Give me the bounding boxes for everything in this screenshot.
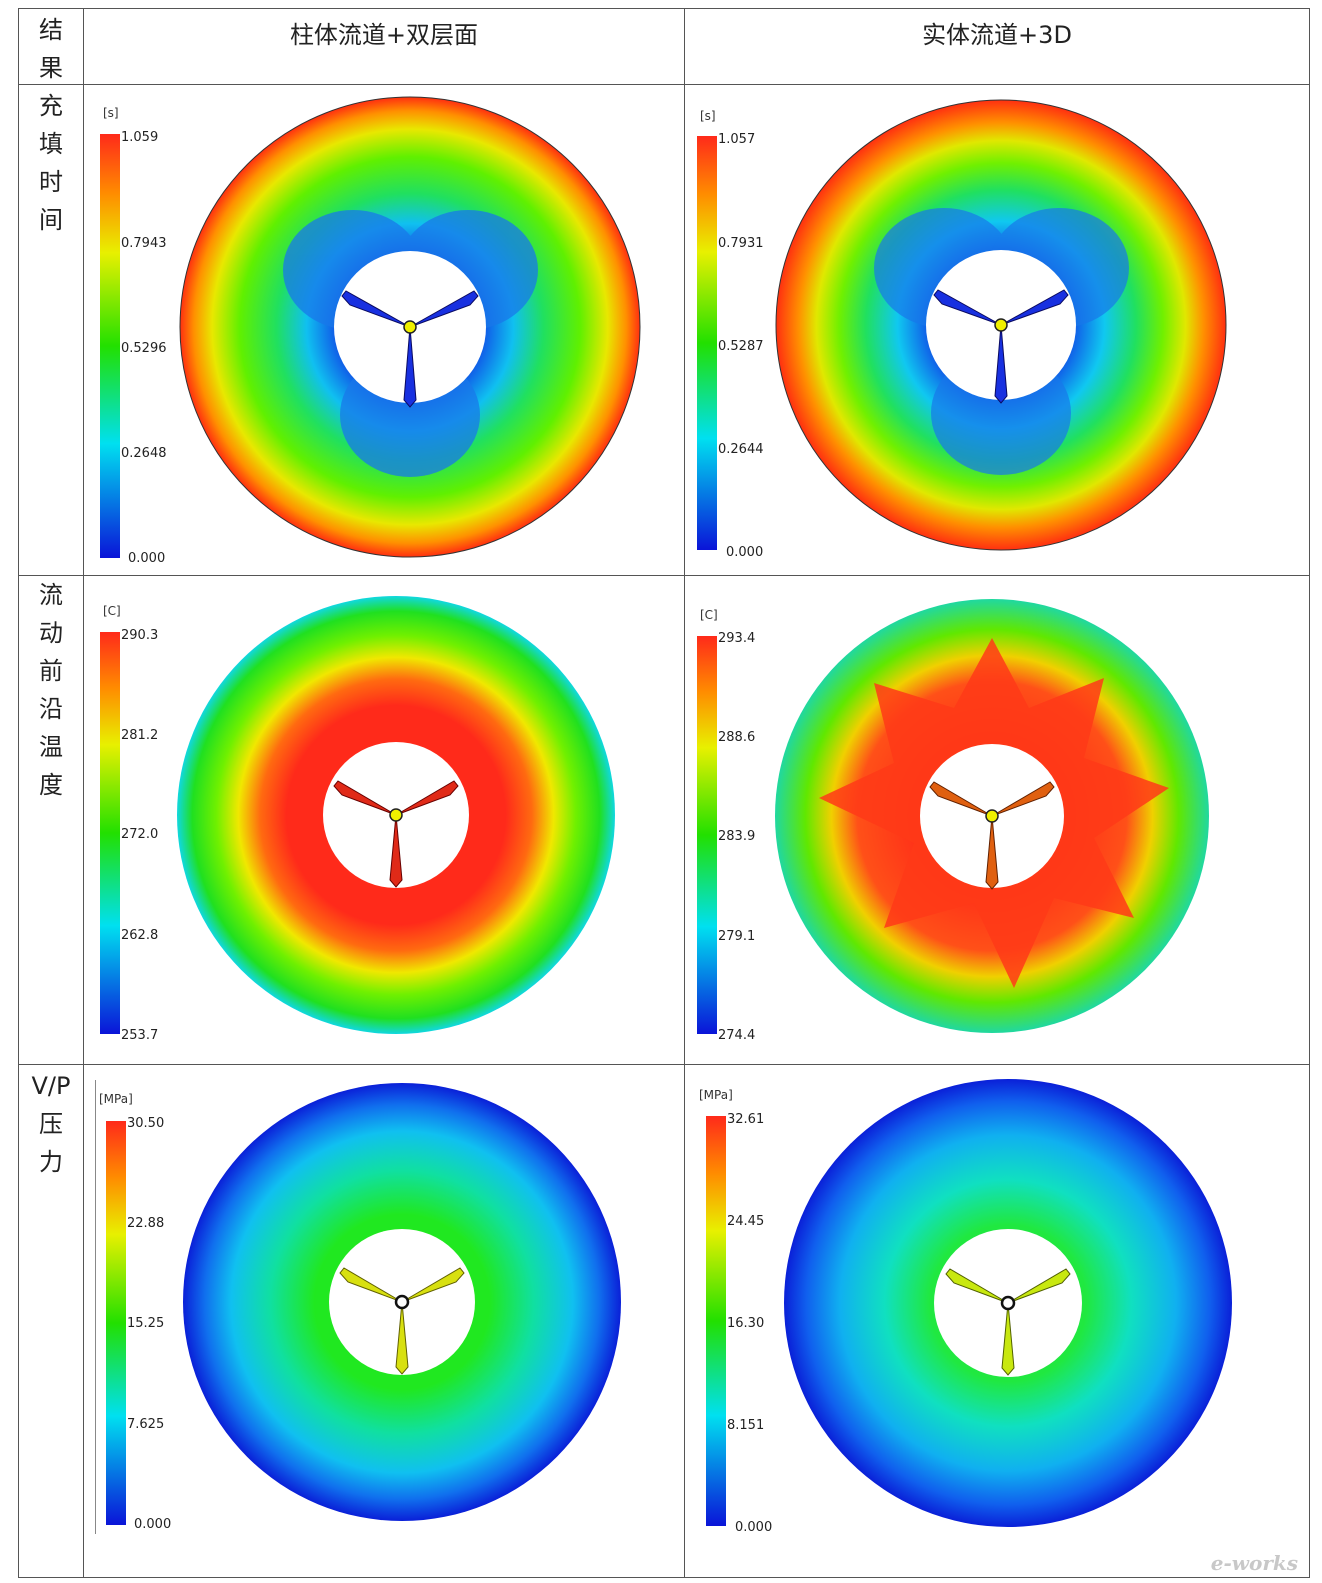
- row-label-vp-pressure: V/P 压 力: [31, 1072, 71, 1176]
- color-scale-bar: [697, 636, 717, 1034]
- legend-unit: [C]: [103, 604, 121, 618]
- legend-tick: 0.2648: [121, 446, 167, 461]
- row-label-flow-front-temp: 流 动 前 沿 温 度: [39, 581, 63, 799]
- legend-tick: 0.5296: [121, 341, 167, 356]
- legend-tick: 0.000: [735, 1520, 773, 1535]
- legend-tick: 290.3: [121, 628, 159, 643]
- legend-tick: 32.61: [727, 1112, 765, 1127]
- legend-tick: 283.9: [718, 829, 756, 844]
- table-divider: [19, 1064, 1309, 1065]
- color-scale-bar: [706, 1116, 726, 1526]
- col-header-right: 实体流道+3D: [922, 21, 1072, 49]
- legend-tick: 15.25: [127, 1316, 165, 1331]
- legend-tick: 24.45: [727, 1214, 765, 1229]
- legend-frame-line: [95, 1080, 96, 1534]
- legend-tick: 288.6: [718, 730, 756, 745]
- legend-tick: 272.0: [121, 827, 159, 842]
- runner-icon: [341, 290, 479, 408]
- legend-tick: 16.30: [727, 1316, 765, 1331]
- legend-tick: 262.8: [121, 928, 159, 943]
- watermark-logo: e-works: [1210, 1551, 1298, 1575]
- row-label-fill-time: 充 填 时 间: [39, 92, 63, 234]
- fill-time-plot-left: [179, 96, 641, 558]
- table-divider: [83, 9, 84, 1577]
- legend-tick: 1.057: [718, 132, 756, 147]
- table-divider: [684, 9, 685, 1577]
- legend-tick: 0.2644: [718, 442, 764, 457]
- legend-tick: 0.000: [726, 545, 764, 560]
- legend-unit: [s]: [103, 106, 119, 120]
- legend-tick: 0.000: [128, 551, 166, 566]
- legend-tick: 279.1: [718, 929, 756, 944]
- pressure-plot-left: [183, 1083, 621, 1521]
- legend-tick: 293.4: [718, 631, 756, 646]
- table-divider: [19, 575, 1309, 576]
- corner-label: 结 果: [39, 16, 63, 82]
- pressure-plot-right: [784, 1079, 1232, 1527]
- legend-unit: [MPa]: [699, 1088, 733, 1102]
- results-table: 结 果 柱体流道+双层面 实体流道+3D 充 填 时 间 流 动 前 沿 温 度…: [18, 8, 1310, 1578]
- color-scale-bar: [100, 632, 120, 1034]
- legend-tick: 0.7943: [121, 236, 167, 251]
- legend-tick: 274.4: [718, 1028, 756, 1043]
- legend-tick: 0.7931: [718, 236, 764, 251]
- legend-tick: 253.7: [121, 1028, 159, 1043]
- legend-tick: 8.151: [727, 1418, 765, 1433]
- legend-tick: 22.88: [127, 1216, 165, 1231]
- legend-tick: 7.625: [127, 1417, 165, 1432]
- color-scale-bar: [100, 134, 120, 558]
- legend-unit: [C]: [700, 608, 718, 622]
- table-divider: [19, 84, 1309, 85]
- legend-tick: 281.2: [121, 728, 159, 743]
- col-header-left: 柱体流道+双层面: [289, 21, 479, 49]
- temp-plot-left: [177, 596, 615, 1034]
- legend-tick: 30.50: [127, 1116, 165, 1131]
- color-scale-bar: [697, 136, 717, 550]
- legend-tick: 0.000: [134, 1517, 172, 1532]
- fill-time-plot-right: [775, 99, 1227, 551]
- temp-plot-right: [775, 599, 1209, 1033]
- legend-unit: [MPa]: [99, 1092, 133, 1106]
- legend-unit: [s]: [700, 109, 716, 123]
- legend-tick: 0.5287: [718, 339, 764, 354]
- legend-tick: 1.059: [121, 130, 159, 145]
- color-scale-bar: [106, 1121, 126, 1525]
